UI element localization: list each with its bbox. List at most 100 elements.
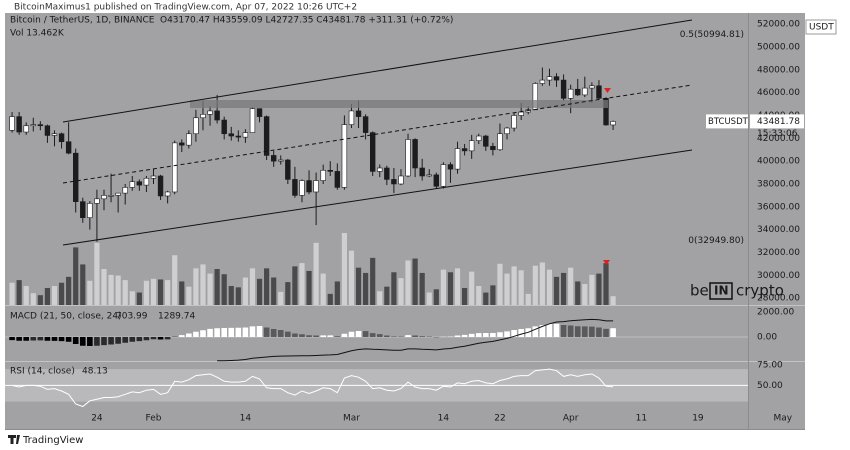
macd-histogram-bar — [468, 333, 475, 337]
candle-body — [129, 181, 135, 188]
candle-body — [355, 110, 362, 117]
volume-title: Vol 13.462K — [10, 29, 65, 39]
volume-bar — [51, 286, 58, 305]
candle-body — [497, 133, 503, 151]
candle-body — [221, 119, 227, 135]
volume-bar — [419, 272, 425, 305]
volume-bar — [532, 265, 538, 305]
volume-bar — [553, 276, 560, 305]
candle-body — [108, 195, 114, 197]
volume-bar — [483, 292, 489, 305]
macd-histogram-bar — [249, 326, 256, 337]
candle-body — [362, 116, 369, 133]
y-tick-label: 38000.00 — [757, 179, 800, 189]
candle-body — [483, 135, 489, 147]
countdown: 15:33:06 — [757, 129, 798, 139]
footer-brand: TradingView — [22, 435, 83, 446]
volume-bar — [341, 233, 347, 305]
volume-bar — [518, 270, 524, 305]
volume-bar — [560, 272, 567, 305]
volume-bar — [440, 269, 446, 305]
candle-body — [299, 180, 305, 196]
candle-body — [582, 87, 588, 96]
channel-middle — [62, 84, 693, 184]
x-tick-label: 22 — [494, 414, 505, 424]
volume-bar — [596, 273, 602, 305]
candle-body — [610, 121, 616, 126]
volume-bar — [476, 286, 482, 305]
volume-bar — [285, 282, 291, 305]
candle-body — [476, 135, 482, 141]
symbol-label: BTCUSDT — [708, 117, 749, 127]
x-tick-label: 14 — [240, 414, 252, 424]
candle-body — [101, 195, 107, 200]
symbol-box — [706, 114, 748, 129]
macd-histogram-bar — [596, 327, 602, 337]
macd-histogram-bar — [37, 337, 44, 341]
macd-histogram-bar — [412, 335, 418, 337]
volume-bar — [370, 257, 376, 305]
macd-histogram-bar — [200, 330, 206, 337]
volume-bar — [37, 295, 43, 305]
volume-bar — [23, 286, 29, 305]
y-tick-label: 50.00 — [757, 381, 783, 391]
rsi-readout: 48.13 — [82, 367, 108, 377]
volume-bar — [108, 274, 114, 305]
x-tick-label: May — [773, 414, 792, 424]
volume-bar — [447, 272, 454, 305]
candle-body — [575, 88, 581, 96]
candle-body — [23, 125, 29, 133]
macd-histogram-bar — [143, 337, 150, 341]
candle-body — [419, 167, 425, 177]
candle-body — [433, 174, 440, 187]
candle-body — [150, 175, 157, 179]
macd-histogram-bar — [327, 335, 334, 337]
watermark-box — [709, 282, 733, 300]
volume-bar — [504, 273, 510, 305]
macd-readout: 703.99 — [116, 312, 148, 322]
macd-histogram-bar — [419, 336, 425, 337]
candle-body — [341, 124, 348, 188]
macd-histogram-bar — [79, 337, 86, 346]
volume-bar — [249, 268, 256, 305]
candle-body — [263, 116, 270, 156]
volume-bar — [426, 292, 432, 305]
candle-body — [589, 85, 595, 89]
volume-bar — [235, 287, 241, 305]
candle-body — [398, 175, 404, 185]
volume-bar — [165, 280, 171, 305]
fib-label: 0.5(50994.81) — [680, 30, 744, 40]
candle-body — [468, 140, 475, 152]
volume-bar — [539, 262, 545, 305]
volume-bar — [603, 263, 609, 305]
candle-body — [320, 169, 326, 181]
candle-body — [186, 133, 192, 146]
macd-histogram-bar — [603, 328, 609, 337]
y-tick-label: 28000.00 — [757, 294, 800, 304]
macd-line — [217, 318, 614, 362]
macd-histogram-bar — [72, 337, 79, 344]
candle-body — [391, 179, 397, 185]
candle-body — [285, 159, 291, 180]
macd-histogram-bar — [391, 336, 397, 337]
candle-body — [348, 110, 355, 125]
macd-histogram-bar — [108, 337, 114, 345]
x-tick-label: Feb — [146, 414, 162, 424]
currency-box — [805, 19, 837, 35]
macd-readout: 1289.74 — [158, 312, 195, 322]
macd-histogram-bar — [560, 325, 567, 337]
volume-bar — [150, 278, 157, 305]
candle-body — [9, 116, 15, 131]
macd-histogram-bar — [207, 328, 213, 337]
candle-body — [313, 180, 319, 193]
volume-bar — [384, 286, 390, 305]
volume-bar — [157, 279, 164, 305]
volume-bar — [610, 296, 616, 305]
candle-body — [171, 142, 178, 193]
candle-body — [560, 79, 567, 99]
candle-body — [136, 181, 143, 186]
macd-histogram-bar — [23, 337, 30, 341]
volume-bar — [582, 284, 588, 305]
macd-histogram-bar — [178, 335, 185, 337]
candle-body — [44, 125, 51, 136]
